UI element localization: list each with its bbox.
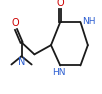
Text: O: O <box>11 18 19 28</box>
Text: HN: HN <box>52 68 66 77</box>
Text: N: N <box>18 57 25 67</box>
Text: NH: NH <box>83 17 96 26</box>
Text: O: O <box>56 0 64 8</box>
